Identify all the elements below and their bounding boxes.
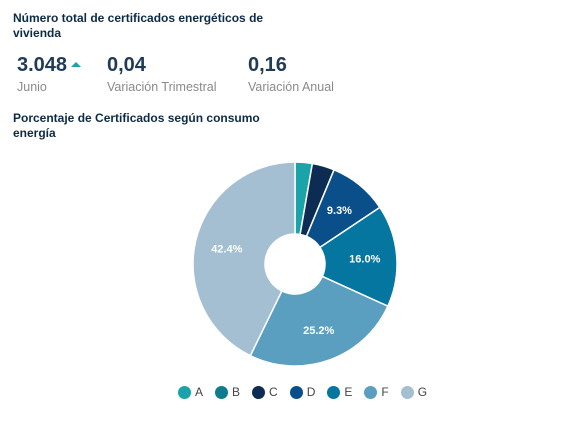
- legend-swatch-E: [327, 385, 341, 399]
- kpi-total-value: 3.048: [17, 54, 68, 76]
- legend-item-C[interactable]: C: [252, 385, 278, 399]
- legend-item-D[interactable]: D: [289, 385, 316, 399]
- kpi-annual: 0,16 Variación Anual: [248, 53, 334, 95]
- legend-item-F[interactable]: F: [364, 385, 389, 399]
- legend-label-A: A: [195, 385, 204, 399]
- data-label-G: 42.4%: [211, 243, 242, 255]
- legend-swatch-D: [289, 385, 303, 399]
- legend-item-A[interactable]: A: [178, 385, 203, 399]
- trend-up-icon: [71, 61, 82, 67]
- data-label-D: 9.3%: [327, 205, 352, 217]
- kpi-annual-value: 0,16: [248, 54, 287, 76]
- legend-label-F: F: [381, 385, 389, 399]
- legend-item-G[interactable]: G: [400, 385, 428, 399]
- legend-label-C: C: [269, 385, 278, 399]
- chart-legend: A B C D E F G: [178, 385, 439, 399]
- kpi-annual-label: Variación Anual: [248, 80, 334, 94]
- kpi-total-label: Junio: [17, 80, 47, 94]
- page-title: Número total de certificados energéticos…: [13, 11, 264, 40]
- slice-G[interactable]: [192, 161, 296, 357]
- chart-title: Porcentaje de Certificados según consumo…: [13, 111, 260, 140]
- kpi-quarterly-value: 0,04: [107, 54, 146, 76]
- slice-E[interactable]: [318, 206, 398, 308]
- data-label-E: 16.0%: [349, 253, 380, 265]
- kpi-quarterly: 0,04 Variación Trimestral: [107, 53, 217, 95]
- legend-item-B[interactable]: B: [215, 385, 240, 399]
- data-label-F: 25.2%: [303, 325, 334, 337]
- legend-label-G: G: [417, 385, 428, 399]
- legend-swatch-B: [215, 385, 229, 399]
- legend-label-D: D: [306, 385, 316, 399]
- legend-swatch-G: [400, 385, 414, 399]
- legend-label-E: E: [344, 385, 353, 399]
- slice-F[interactable]: [249, 275, 389, 367]
- kpi-quarterly-label: Variación Trimestral: [107, 80, 217, 94]
- legend-swatch-A: [178, 385, 191, 399]
- legend-item-E[interactable]: E: [327, 385, 352, 399]
- legend-swatch-C: [252, 385, 266, 399]
- legend-swatch-F: [364, 385, 378, 399]
- legend-label-B: B: [232, 385, 241, 399]
- kpi-total: 3.048 Junio: [17, 53, 82, 95]
